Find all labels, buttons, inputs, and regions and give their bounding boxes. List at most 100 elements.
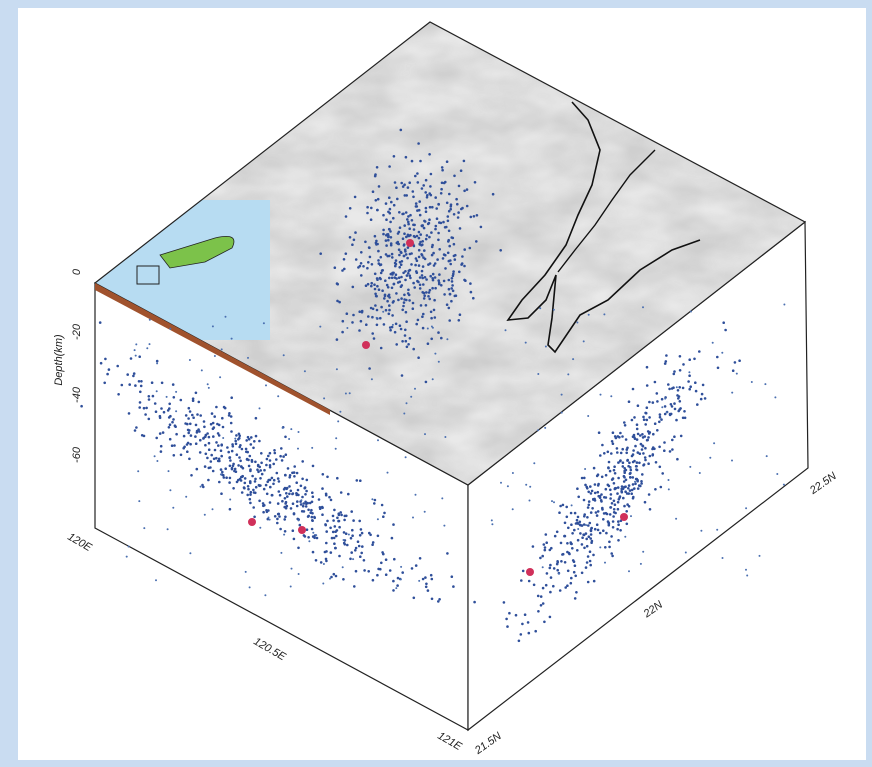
hypocenter — [688, 371, 690, 373]
hypocenter — [654, 381, 657, 384]
hypocenter — [589, 537, 592, 540]
hypocenter — [586, 561, 589, 564]
hypocenter — [633, 460, 636, 463]
hypocenter — [433, 309, 436, 312]
hypocenter — [423, 294, 426, 297]
hypocenter — [421, 254, 424, 257]
hypocenter — [537, 610, 540, 613]
hypocenter — [491, 523, 493, 525]
hypocenter — [288, 438, 290, 440]
hypocenter — [673, 435, 676, 438]
hypocenter — [454, 258, 457, 261]
hypocenter — [298, 573, 300, 575]
hypocenter — [392, 523, 395, 526]
hypocenter — [561, 394, 563, 396]
hypocenter — [370, 218, 373, 221]
hypocenter — [254, 461, 257, 464]
hypocenter — [632, 483, 635, 486]
hypocenter — [550, 547, 553, 550]
hypocenter — [500, 482, 502, 484]
hypocenter — [646, 419, 649, 422]
hypocenter — [229, 508, 232, 511]
hypocenter — [393, 283, 396, 286]
hypocenter — [389, 329, 392, 332]
hypocenter — [457, 211, 460, 214]
hypocenter — [335, 448, 337, 450]
hypocenter — [99, 321, 102, 324]
hypocenter — [378, 185, 381, 188]
hypocenter — [533, 462, 535, 464]
hypocenter — [392, 301, 395, 304]
hypocenter — [296, 472, 299, 475]
hypocenter — [623, 475, 626, 478]
hypocenter — [332, 519, 335, 522]
hypocenter — [271, 494, 274, 497]
hypocenter — [558, 573, 560, 575]
hypocenter — [371, 332, 374, 335]
hypocenter — [403, 413, 405, 415]
hypocenter — [625, 510, 628, 513]
hypocenter — [588, 504, 591, 507]
hypocenter — [212, 435, 215, 438]
hypocenter — [591, 540, 594, 543]
hypocenter — [311, 528, 314, 531]
hypocenter — [434, 196, 437, 199]
hypocenter — [363, 569, 366, 572]
hypocenter — [288, 485, 291, 488]
hypocenter — [258, 440, 261, 443]
hypocenter — [222, 437, 224, 439]
hypocenter — [381, 504, 384, 507]
hypocenter — [612, 515, 615, 518]
hypocenter — [566, 516, 569, 519]
hypocenter — [311, 501, 314, 504]
hypocenter — [392, 589, 395, 592]
hypocenter — [238, 437, 241, 440]
hypocenter — [371, 316, 374, 319]
hypocenter — [230, 396, 233, 399]
hypocenter — [396, 198, 399, 201]
hypocenter — [284, 516, 287, 519]
hypocenter — [427, 328, 429, 330]
hypocenter — [425, 207, 428, 210]
hypocenter — [194, 435, 197, 438]
hypocenter — [589, 522, 592, 525]
hypocenter — [338, 514, 341, 517]
hypocenter — [539, 307, 541, 309]
hypocenter — [452, 270, 455, 273]
hypocenter — [331, 537, 334, 540]
hypocenter — [380, 272, 383, 275]
hypocenter — [416, 209, 419, 212]
hypocenter — [282, 427, 284, 429]
hypocenter — [156, 362, 158, 364]
hypocenter — [642, 306, 644, 308]
hypocenter — [704, 397, 707, 400]
hypocenter — [597, 484, 600, 487]
hypocenter — [632, 388, 635, 391]
hypocenter — [260, 452, 263, 455]
hypocenter — [343, 519, 346, 522]
hypocenter — [626, 503, 629, 506]
hypocenter — [187, 429, 190, 432]
hypocenter — [253, 516, 256, 519]
hypocenter — [448, 230, 451, 233]
hypocenter — [196, 413, 199, 416]
hypocenter — [382, 553, 385, 556]
hypocenter — [440, 188, 443, 191]
hypocenter — [195, 442, 198, 445]
hypocenter — [585, 566, 588, 569]
hypocenter — [644, 459, 647, 462]
hypocenter — [350, 551, 353, 554]
hypocenter — [675, 518, 677, 520]
hypocenter — [285, 501, 288, 504]
hypocenter — [414, 175, 417, 178]
hypocenter — [412, 282, 415, 285]
hypocenter — [190, 434, 193, 437]
hypocenter — [738, 359, 741, 362]
hypocenter — [345, 532, 348, 535]
hypocenter — [374, 235, 377, 238]
hypocenter — [414, 236, 417, 239]
hypocenter — [411, 160, 414, 163]
hypocenter — [384, 279, 387, 282]
hypocenter — [300, 485, 303, 488]
hypocenter — [385, 202, 388, 205]
